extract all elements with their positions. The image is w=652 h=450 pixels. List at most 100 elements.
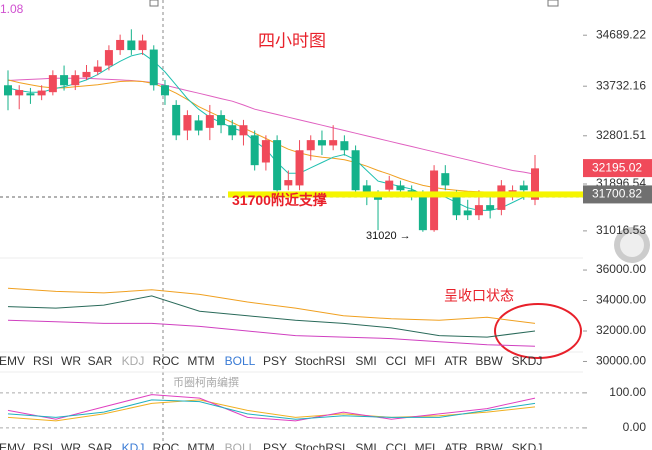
watermark: 币圈柯南编撰	[173, 375, 239, 389]
y-tick-label: 0.00	[623, 420, 647, 434]
scroll-handle-inner	[620, 233, 644, 257]
y-tick-label: 30000.00	[596, 354, 646, 368]
indicator-tab[interactable]: CCI	[386, 441, 407, 450]
candle-body	[82, 71, 91, 78]
indicator-line	[7, 287, 536, 324]
candle-body	[104, 50, 113, 66]
indicator-tab[interactable]: BBW	[475, 441, 503, 450]
indicator-tab[interactable]: RSI	[33, 354, 53, 368]
price-tag-label: 32195.02	[592, 160, 642, 174]
moving-average-line	[7, 52, 536, 211]
indicator-tab[interactable]: SAR	[88, 354, 113, 368]
indicator-tab[interactable]: CCI	[386, 354, 407, 368]
indicator-tab[interactable]: BOLL	[225, 441, 256, 450]
annotation: 31700附近支撑	[232, 192, 327, 208]
indicator-tab[interactable]: StochRSI	[295, 354, 346, 368]
annotation: 31020 →	[366, 230, 411, 242]
y-tick-label: 32801.51	[596, 128, 646, 142]
indicator-tab[interactable]: ROC	[153, 354, 180, 368]
candle-body	[329, 140, 338, 146]
moving-average-line	[7, 77, 536, 175]
y-tick-label: 34689.22	[596, 27, 646, 41]
indicator-tab[interactable]: ATR	[444, 441, 467, 450]
indicator-line	[7, 295, 536, 338]
candle-body	[497, 185, 506, 210]
price-tag-box	[583, 185, 652, 204]
y-tick-label: 34000.00	[596, 293, 646, 307]
icon[interactable]	[547, 0, 559, 7]
indicator-tab[interactable]: StochRSI	[295, 441, 346, 450]
icon[interactable]	[149, 0, 159, 7]
indicator-tab[interactable]: KDJ	[122, 441, 145, 450]
candle-body	[183, 115, 192, 131]
indicator-line	[7, 399, 536, 422]
candle-body	[217, 115, 226, 126]
indicator-tab[interactable]: KDJ	[122, 354, 145, 368]
candle-body	[340, 141, 349, 151]
candle-body	[295, 150, 304, 186]
candle-body	[317, 140, 326, 146]
candle-body	[26, 93, 35, 96]
candle-body	[4, 85, 12, 96]
candle-body	[116, 39, 125, 51]
candle-body	[531, 168, 539, 200]
indicator-line	[7, 399, 536, 420]
indicator-tab[interactable]: SMI	[355, 441, 376, 450]
indicator-tab[interactable]: SAR	[88, 441, 113, 450]
candle-body	[149, 49, 158, 86]
indicator-tab[interactable]: MFI	[415, 354, 436, 368]
candle-body	[15, 90, 24, 96]
candle-body	[228, 125, 237, 136]
indicator-tab[interactable]: MTM	[187, 441, 214, 450]
candle-body	[194, 120, 203, 131]
y-tick-label: 32000.00	[596, 323, 646, 337]
candle-body	[396, 185, 405, 191]
indicator-tab[interactable]: EMV	[0, 441, 25, 450]
moving-average-line	[7, 79, 536, 193]
candle-body	[306, 140, 315, 151]
indicator-tab[interactable]: BBW	[475, 354, 503, 368]
price-tag-label: 31700.82	[592, 187, 642, 201]
candle-body	[239, 125, 248, 136]
y-tick-label: 100.00	[609, 385, 646, 399]
indicator-tab[interactable]: PSY	[263, 441, 287, 450]
candle-body	[430, 170, 439, 231]
candle-body	[160, 85, 169, 96]
candle-body	[418, 194, 427, 231]
candle-body	[60, 75, 69, 86]
candle-body	[37, 90, 46, 96]
indicator-tab[interactable]: PSY	[263, 354, 287, 368]
indicator-tab[interactable]: WR	[61, 441, 81, 450]
candle-body	[273, 140, 282, 191]
indicator-line	[7, 394, 536, 422]
candle-body	[486, 205, 495, 210]
support-line	[228, 191, 583, 198]
indicator-line	[7, 319, 536, 347]
indicator-tab[interactable]: ATR	[444, 354, 467, 368]
candle-body	[93, 66, 102, 72]
corner-text: 1.08	[0, 2, 24, 16]
indicator-tab[interactable]: SKDJ	[512, 441, 543, 450]
candle-body	[138, 40, 147, 51]
y-tick-label: 31016.53	[596, 223, 646, 237]
indicator-tab[interactable]: MFI	[415, 441, 436, 450]
indicator-tab[interactable]: BOLL	[225, 354, 256, 368]
candle-body	[250, 135, 259, 166]
indicator-tab[interactable]: EMV	[0, 354, 25, 368]
highlight-ellipse	[494, 303, 582, 359]
indicator-tab[interactable]: SMI	[355, 354, 376, 368]
y-tick-label: 33732.16	[596, 78, 646, 92]
indicator-tab[interactable]: ROC	[153, 441, 180, 450]
indicator-tab[interactable]: RSI	[33, 441, 53, 450]
candle-body	[463, 210, 472, 216]
candle-body	[474, 205, 483, 216]
candle-body	[519, 185, 528, 191]
price-tag-box	[583, 159, 652, 178]
indicator-tab[interactable]: WR	[61, 354, 81, 368]
indicator-tab[interactable]: SKDJ	[512, 354, 543, 368]
y-tick-label: 36000.00	[596, 262, 646, 276]
indicator-tab[interactable]: MTM	[187, 354, 214, 368]
candle-body	[441, 173, 450, 186]
